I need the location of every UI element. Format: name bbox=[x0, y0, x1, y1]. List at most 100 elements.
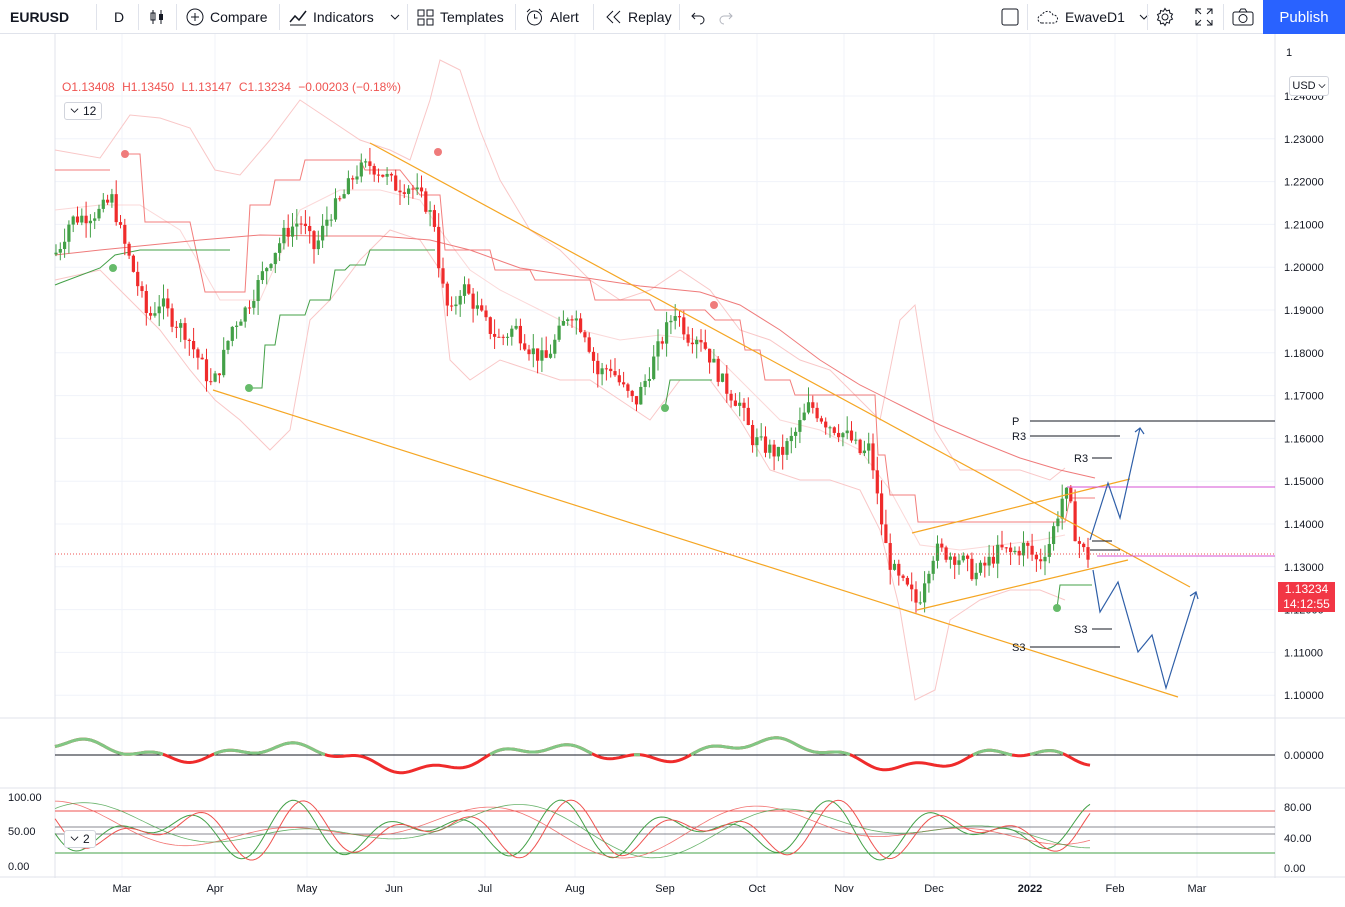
gear-icon bbox=[1155, 7, 1175, 27]
candle bbox=[677, 310, 682, 327]
symbol-search-button[interactable]: EURUSD bbox=[10, 0, 69, 34]
candle bbox=[548, 344, 553, 359]
candle bbox=[1073, 489, 1077, 542]
trendlines[interactable] bbox=[212, 142, 1191, 698]
moving-average-line bbox=[54, 234, 1096, 479]
candle bbox=[475, 291, 479, 316]
redo-button[interactable] bbox=[718, 0, 734, 34]
legend-close: C1.13234 bbox=[238, 80, 291, 94]
candle bbox=[118, 215, 123, 229]
candle bbox=[196, 347, 200, 370]
candle bbox=[1026, 540, 1030, 559]
candle bbox=[239, 319, 243, 326]
price-tick-label: 1.16000 bbox=[1284, 433, 1324, 445]
candle bbox=[346, 170, 350, 195]
candle bbox=[854, 431, 858, 445]
triangle-upper-line[interactable] bbox=[911, 478, 1131, 534]
indicators-button[interactable]: Indicators bbox=[289, 0, 374, 34]
legend-low: L1.13147 bbox=[181, 80, 232, 94]
candle bbox=[768, 439, 772, 459]
currency-button[interactable]: USD bbox=[1289, 76, 1329, 96]
candle bbox=[815, 402, 819, 423]
compare-button[interactable]: Compare bbox=[186, 0, 268, 34]
chevron-down-icon bbox=[70, 832, 79, 846]
settings-button[interactable] bbox=[1155, 0, 1175, 34]
candle bbox=[217, 373, 221, 384]
replay-label: Replay bbox=[628, 9, 672, 25]
interval-button[interactable]: D bbox=[114, 0, 124, 34]
candle bbox=[338, 195, 342, 202]
candle bbox=[372, 163, 376, 182]
triangle-lower-line[interactable] bbox=[916, 559, 1129, 611]
bearish-projection-path[interactable] bbox=[1092, 569, 1197, 691]
grid-icon bbox=[417, 9, 434, 26]
candle bbox=[948, 552, 952, 569]
alert-button[interactable]: Alert bbox=[525, 0, 579, 34]
candle bbox=[1030, 533, 1034, 561]
candle bbox=[884, 509, 888, 544]
time-axis[interactable]: Mar Apr May Jun Jul Aug Sep Oct Nov Dec 2022 Feb Mar bbox=[113, 883, 1207, 895]
indicators-collapse-button[interactable]: 12 bbox=[64, 102, 103, 120]
stoch-slow-line bbox=[54, 800, 1091, 859]
candle bbox=[131, 254, 135, 273]
lower-trendline[interactable] bbox=[212, 389, 1179, 698]
candle bbox=[166, 288, 170, 317]
candle bbox=[763, 426, 768, 458]
candle bbox=[505, 333, 510, 346]
candle bbox=[634, 396, 639, 412]
candle bbox=[312, 229, 316, 264]
candle bbox=[819, 415, 823, 424]
chart-type-button[interactable] bbox=[148, 0, 166, 34]
candle bbox=[471, 287, 475, 323]
fullscreen-button[interactable] bbox=[1195, 0, 1213, 34]
candle bbox=[355, 165, 359, 185]
candle bbox=[630, 389, 634, 403]
plus-circle-icon bbox=[186, 8, 204, 26]
layout-menu-button[interactable]: EwaveD1 bbox=[1037, 0, 1149, 34]
undo-button[interactable] bbox=[690, 0, 706, 34]
candle bbox=[755, 428, 759, 457]
candle bbox=[385, 167, 389, 186]
candle bbox=[923, 571, 927, 613]
candle bbox=[510, 325, 514, 346]
bullish-projection-path[interactable] bbox=[1089, 427, 1141, 541]
candle bbox=[1043, 545, 1047, 576]
swing-high-dot bbox=[121, 150, 129, 158]
upper-trendline[interactable] bbox=[369, 142, 1191, 588]
templates-label: Templates bbox=[440, 9, 504, 25]
candle bbox=[708, 348, 712, 374]
templates-button[interactable]: Templates bbox=[417, 0, 504, 34]
divider bbox=[679, 4, 680, 30]
candle bbox=[480, 298, 484, 312]
replay-button[interactable]: Replay bbox=[604, 0, 672, 34]
candle bbox=[437, 213, 441, 278]
candle bbox=[144, 284, 148, 326]
candle bbox=[252, 289, 256, 315]
candle bbox=[712, 348, 716, 363]
pane-indicators-collapse-button[interactable]: 2 bbox=[64, 830, 96, 848]
price-tick-label: 1.23000 bbox=[1284, 134, 1324, 146]
fullscreen-layout-button[interactable] bbox=[1001, 0, 1019, 34]
chart-area[interactable]: P R3 R3 S3 S3 1.24000 1.23000 1.22000 1.210… bbox=[0, 34, 1345, 907]
publish-button[interactable]: Publish bbox=[1263, 0, 1345, 34]
candle bbox=[531, 334, 535, 368]
pivot-r3-left-label: R3 bbox=[1012, 431, 1026, 443]
candle bbox=[407, 185, 411, 205]
swing-low-dot bbox=[661, 404, 669, 412]
candle bbox=[179, 319, 183, 343]
indicators-dropdown[interactable] bbox=[390, 0, 400, 34]
time-tick-label: Jul bbox=[478, 883, 492, 895]
candle bbox=[983, 556, 987, 578]
pivot-s3-left-label: S3 bbox=[1012, 642, 1025, 654]
snapshot-button[interactable] bbox=[1232, 0, 1254, 34]
candle bbox=[458, 290, 462, 317]
candle bbox=[1034, 551, 1038, 572]
candle bbox=[1056, 511, 1060, 533]
candle bbox=[544, 336, 548, 359]
candle bbox=[454, 296, 458, 315]
candle bbox=[398, 179, 402, 206]
candle bbox=[1013, 546, 1017, 555]
stoch-left-tick: 50.00 bbox=[8, 826, 36, 838]
candle bbox=[213, 370, 217, 383]
candle bbox=[600, 362, 604, 386]
